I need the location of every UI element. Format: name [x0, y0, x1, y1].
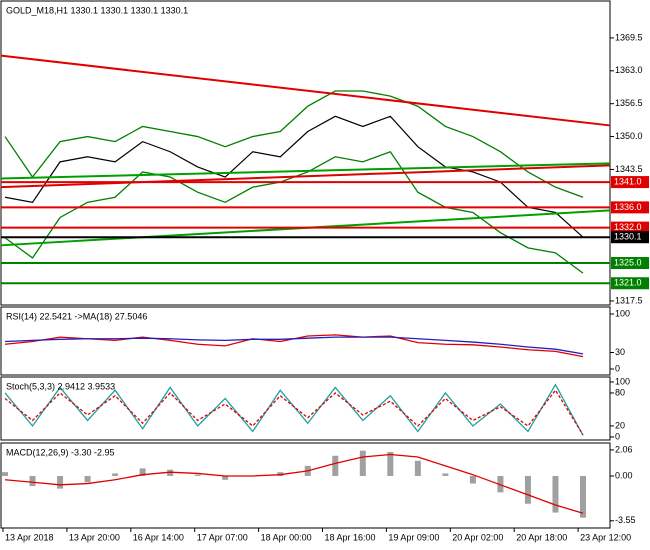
histogram-bar	[359, 450, 366, 476]
level-label: 1325.0	[614, 257, 642, 267]
y-tick-label: 1350.0	[615, 131, 643, 141]
series-line	[4, 389, 584, 436]
level-label-box	[611, 277, 649, 290]
y-tick-label: 0.00	[615, 470, 633, 480]
level-label: 1332.0	[614, 222, 642, 232]
y-tick-label: 20	[615, 420, 625, 430]
x-tick-label: 13 Apr 2018	[5, 532, 54, 542]
y-tick-label: 2.06	[615, 444, 633, 454]
trend-line	[0, 164, 611, 189]
panel-title: Stoch(5,3,3) 2.9412 3.9533	[6, 381, 115, 391]
x-tick-label: 17 Apr 07:00	[197, 532, 248, 542]
level-label-box	[611, 221, 649, 234]
y-tick-label: 80	[615, 387, 625, 397]
level-label-box	[611, 201, 649, 214]
histogram-bar	[139, 468, 146, 476]
level-label: 1321.0	[614, 278, 642, 288]
y-tick-label: 30	[615, 347, 625, 357]
y-tick-label: -3.55	[615, 515, 636, 525]
histogram-bar	[469, 475, 476, 484]
histogram-bar	[524, 475, 531, 504]
x-tick-label: 18 Apr 00:00	[261, 532, 312, 542]
y-tick-label: 0	[615, 363, 620, 373]
panel-title: MACD(12,26,9) -3.30 -2.95	[6, 447, 115, 457]
histogram-bar	[29, 475, 36, 487]
panel-frame	[0, 442, 611, 529]
level-label: 1341.0	[614, 176, 642, 186]
y-tick-label: 1317.5	[615, 295, 643, 305]
histogram-bar	[84, 475, 91, 483]
x-tick-label: 13 Apr 20:00	[69, 532, 120, 542]
x-tick-label: 19 Apr 09:00	[388, 532, 439, 542]
series-line	[4, 115, 584, 238]
histogram-bar	[112, 473, 119, 476]
y-tick-label: 1363.0	[615, 65, 643, 75]
x-tick-label: 16 Apr 14:00	[133, 532, 184, 542]
histogram-bar	[442, 473, 449, 476]
y-tick-label: 100	[615, 376, 630, 386]
x-tick-label: 18 Apr 16:00	[325, 532, 376, 542]
x-tick-label: 23 Apr 12:00	[580, 532, 631, 542]
histogram-bar	[2, 472, 8, 476]
y-tick-label: 1356.5	[615, 98, 643, 108]
trend-line	[0, 162, 611, 180]
histogram-bar	[194, 474, 201, 476]
panel-frame	[0, 306, 611, 376]
histogram-bar	[57, 475, 64, 489]
histogram-bar	[387, 451, 394, 476]
panel-frame	[0, 0, 611, 306]
panel-title: GOLD_M18,H1 1330.1 1330.1 1330.1 1330.1	[6, 5, 188, 15]
histogram-bar	[332, 455, 339, 476]
y-tick-label: 100	[615, 308, 630, 318]
y-tick-label: 0	[615, 431, 620, 441]
x-tick-label: 20 Apr 02:00	[452, 532, 503, 542]
series-line	[4, 453, 584, 514]
histogram-bar	[580, 475, 586, 518]
histogram-bar	[552, 475, 559, 513]
panel-title: RSI(14) 22.5421 ->MA(18) 27.5046	[6, 311, 147, 321]
series-line	[4, 336, 584, 355]
histogram-bar	[414, 460, 421, 476]
x-tick-label: 20 Apr 18:00	[516, 532, 567, 542]
histogram-bar	[222, 475, 229, 480]
level-label: 1336.0	[614, 202, 642, 212]
level-label-box	[611, 257, 649, 270]
panel-frame	[0, 376, 611, 441]
level-label-box	[611, 231, 649, 244]
level-label-box	[611, 176, 649, 189]
trend-line	[0, 54, 611, 127]
y-tick-label: 1369.5	[615, 32, 643, 42]
level-label: 1330.1	[614, 232, 642, 242]
y-tick-label: 1343.5	[615, 164, 643, 174]
series-line	[4, 90, 584, 198]
